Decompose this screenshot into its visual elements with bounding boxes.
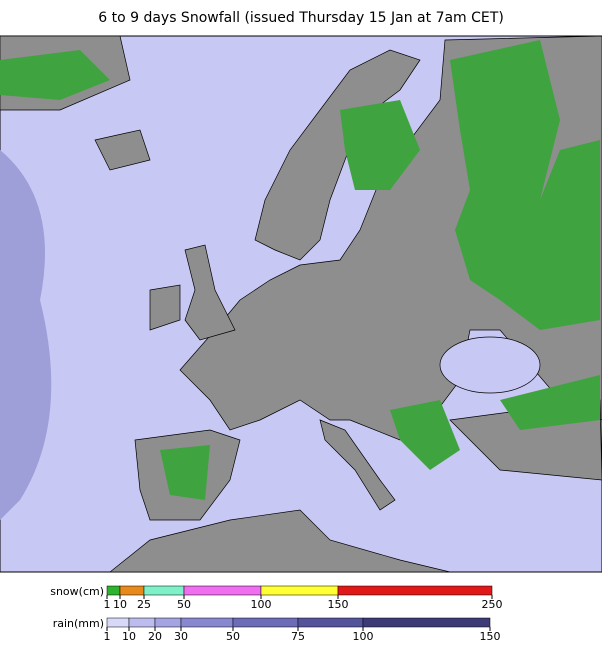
tick-label: 25	[137, 598, 151, 611]
legend-swatch	[232, 617, 299, 628]
north-africa	[109, 509, 451, 573]
rain-area	[0, 150, 52, 520]
snow-area	[500, 375, 600, 430]
legend-swatch	[106, 585, 121, 596]
legend-swatch	[260, 585, 339, 596]
tick-label: 75	[291, 630, 305, 643]
legend-swatch	[183, 585, 262, 596]
tick-label: 20	[148, 630, 162, 643]
legend-swatch	[106, 617, 130, 628]
snow-area	[160, 445, 210, 500]
snow-area	[390, 400, 460, 470]
italy	[319, 419, 396, 511]
legend-swatch	[119, 585, 145, 596]
tick-label: 10	[122, 630, 136, 643]
tick-label: 150	[328, 598, 349, 611]
legend-swatch	[297, 617, 364, 628]
tick-label: 50	[177, 598, 191, 611]
legend-swatch	[362, 617, 491, 628]
snow-area	[450, 40, 600, 330]
tick-label: 10	[113, 598, 127, 611]
black-sea	[439, 336, 541, 394]
snow-area	[340, 100, 420, 190]
legend-swatch	[143, 585, 185, 596]
tick-label: 150	[480, 630, 501, 643]
title: 6 to 9 days Snowfall (issued Thursday 15…	[98, 10, 504, 26]
legend-swatch	[337, 585, 493, 596]
scandinavia	[254, 49, 421, 261]
legend-swatch	[180, 617, 234, 628]
legend-swatch	[154, 617, 182, 628]
map	[0, 35, 602, 573]
britain	[184, 244, 236, 341]
tick-label: 100	[251, 598, 272, 611]
tick-label: 100	[353, 630, 374, 643]
legend-label: rain(mm)	[53, 617, 104, 630]
ireland	[149, 284, 181, 331]
snow-area	[0, 50, 110, 100]
legend-label: snow(cm)	[50, 585, 104, 598]
tick-label: 50	[226, 630, 240, 643]
iceland	[94, 129, 151, 171]
tick-label: 30	[174, 630, 188, 643]
tick-label: 1	[104, 598, 111, 611]
tick-label: 1	[104, 630, 111, 643]
tick-label: 250	[482, 598, 503, 611]
legend-swatch	[128, 617, 156, 628]
